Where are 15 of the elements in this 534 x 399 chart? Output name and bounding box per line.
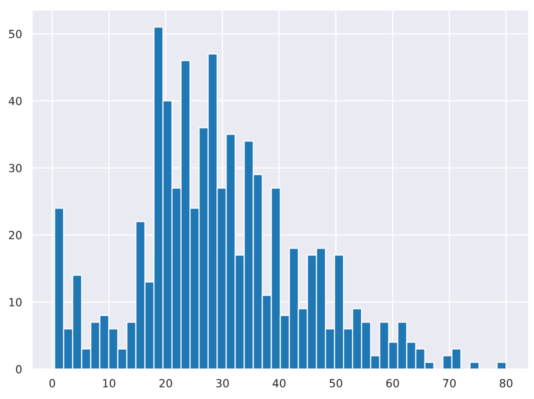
y-tick-label: 10 — [9, 298, 22, 306]
x-tick-label: 10 — [103, 378, 116, 388]
y-tick-label: 20 — [8, 230, 22, 240]
x-tick-label: 50 — [330, 378, 342, 388]
x-tick-label: 80 — [500, 378, 512, 388]
x-tick-label: 60 — [386, 378, 399, 388]
y-tick-label: 40 — [8, 96, 22, 106]
x-tick-label: 40 — [272, 378, 286, 388]
y-tick-label: 50 — [9, 30, 22, 38]
x-tick-label: 70 — [443, 378, 456, 388]
x-tick-label: 30 — [216, 378, 229, 388]
y-tick-label: 30 — [9, 164, 22, 172]
y-tick-label: 0 — [16, 365, 22, 374]
x-tick-label: 20 — [159, 378, 172, 388]
x-tick-label: 0 — [49, 378, 56, 388]
